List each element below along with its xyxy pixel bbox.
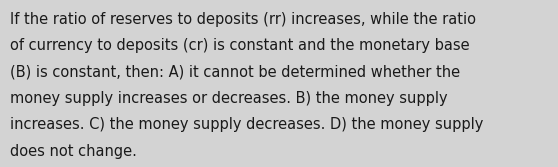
Text: of currency to deposits (cr) is constant and the monetary base: of currency to deposits (cr) is constant… — [10, 38, 470, 53]
Text: increases. C) the money supply decreases. D) the money supply: increases. C) the money supply decreases… — [10, 117, 483, 132]
Text: does not change.: does not change. — [10, 144, 137, 159]
Text: If the ratio of reserves to deposits (rr) increases, while the ratio: If the ratio of reserves to deposits (rr… — [10, 12, 476, 27]
Text: money supply increases or decreases. B) the money supply: money supply increases or decreases. B) … — [10, 91, 448, 106]
Text: (B) is constant, then: A) it cannot be determined whether the: (B) is constant, then: A) it cannot be d… — [10, 64, 460, 79]
